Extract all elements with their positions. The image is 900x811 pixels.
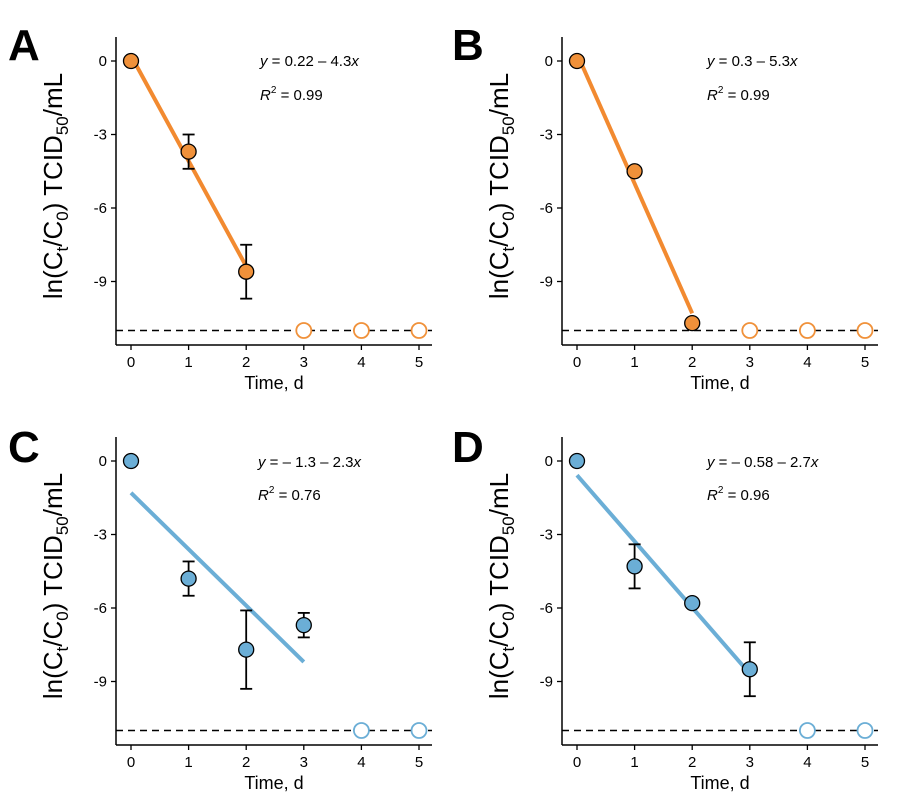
chart-a-x-tick-label: 4 <box>357 354 365 371</box>
chart-b-x-tick-label: 2 <box>688 354 696 371</box>
chart-c-x-tick-label: 2 <box>242 754 250 771</box>
chart-b-data-point <box>626 163 643 180</box>
chart-c-x-tick-label: 3 <box>300 754 308 771</box>
chart-c-data-point <box>238 641 255 658</box>
chart-b-panel-letter: B <box>452 21 484 70</box>
chart-d-data-point <box>741 661 758 678</box>
chart-b-below-limit-point <box>856 322 874 339</box>
chart-a-below-limit-point <box>410 322 428 339</box>
chart-d-x-tick-label: 2 <box>688 754 696 771</box>
chart-d-data-point <box>684 594 701 612</box>
chart-c-x-tick-label: 1 <box>184 754 192 771</box>
chart-c-data-point <box>122 452 140 470</box>
chart-c-x-tick-label: 4 <box>357 754 365 771</box>
chart-a-x-axis-title: Time, d <box>244 373 303 393</box>
chart-b-x-tick-label: 0 <box>573 354 581 371</box>
chart-d-below-limit-point <box>856 722 874 739</box>
chart-a-below-limit-point <box>352 322 370 339</box>
chart-b-below-limit-point <box>799 322 816 339</box>
chart-c-below-limit-point <box>410 722 428 739</box>
chart-b-equation: y = 0.3 – 5.3x <box>706 53 798 70</box>
panel-d: D 0 -3 -6 -9 0 1 2 3 4 5 Time, d ln(Ct/C0) TCID50/mL… <box>452 423 878 793</box>
chart-b-y-tick-label: -9 <box>540 274 553 291</box>
chart-c-y-tick-label: -9 <box>94 674 107 691</box>
chart-a-y-axis-title: ln(Ct/C0) TCID50/mL <box>38 73 72 299</box>
chart-d-panel-letter: D <box>452 423 484 472</box>
chart-d-y-tick-label: -9 <box>540 674 553 691</box>
chart-d-below-limit-point <box>799 722 816 739</box>
chart-a-panel-letter: A <box>8 21 40 70</box>
chart-a-x-tick-label: 3 <box>300 354 308 371</box>
chart-b-x-tick-label: 3 <box>746 354 754 371</box>
chart-a-r-squared: R2 = 0.99 <box>260 85 323 104</box>
chart-a-y-tick-label: 0 <box>99 53 107 70</box>
chart-c-below-limit-point <box>352 722 370 739</box>
panel-a: A 0 -3 -6 -9 0 1 2 3 4 5 Time, d ln(Ct/C0) TCID50/mL… <box>8 21 432 393</box>
chart-b-x-tick-label: 5 <box>861 354 869 371</box>
chart-b-below-limit-point <box>741 322 759 339</box>
chart-d-x-tick-label: 3 <box>746 754 754 771</box>
chart-a-data-point <box>180 143 197 160</box>
chart-c-x-axis-title: Time, d <box>244 773 303 793</box>
chart-b-y-tick-label: 0 <box>545 53 553 70</box>
chart-c-panel-letter: C <box>8 423 40 472</box>
chart-d-x-axis-title: Time, d <box>690 773 749 793</box>
chart-a-x-tick-label: 2 <box>242 354 250 371</box>
chart-c-r-squared: R2 = 0.76 <box>258 485 321 504</box>
chart-b-y-tick-label: -3 <box>540 127 553 144</box>
chart-c-x-tick-label: 5 <box>415 754 423 771</box>
chart-a-x-tick-label: 1 <box>184 354 192 371</box>
chart-c-fit-line <box>129 491 306 664</box>
chart-b-x-tick-label: 4 <box>803 354 811 371</box>
chart-a-y-tick-label: -3 <box>94 127 107 144</box>
chart-c-data-point <box>180 570 197 587</box>
chart-c-y-tick-label: -3 <box>94 527 107 544</box>
chart-b-data-point <box>684 314 701 332</box>
chart-c-equation: y = – 1.3 – 2.3x <box>257 454 362 471</box>
chart-d-y-axis-title: ln(Ct/C0) TCID50/mL <box>484 473 518 699</box>
chart-a-x-tick-label: 5 <box>415 354 423 371</box>
chart-d-x-tick-label: 1 <box>630 754 638 771</box>
chart-d-fit-line <box>575 473 752 675</box>
chart-d-x-tick-label: 5 <box>861 754 869 771</box>
chart-b-x-axis-title: Time, d <box>690 373 749 393</box>
chart-d-y-tick-label: 0 <box>545 453 553 470</box>
panel-c: C 0 -3 -6 -9 0 1 2 3 4 5 Time, d ln(Ct/C0) TCID50/mL… <box>8 423 432 793</box>
chart-c-data-point <box>295 617 312 634</box>
chart-b-r-squared: R2 = 0.99 <box>707 85 770 104</box>
chart-d-equation: y = – 0.58 – 2.7x <box>706 454 819 471</box>
chart-b-data-point <box>568 52 586 70</box>
chart-a-y-tick-label: -6 <box>94 200 107 217</box>
chart-d-x-tick-label: 0 <box>573 754 581 771</box>
chart-a-equation: y = 0.22 – 4.3x <box>259 53 359 70</box>
chart-a-below-limit-point <box>295 322 313 339</box>
chart-d-data-point <box>568 452 586 470</box>
chart-a-data-point <box>122 52 140 70</box>
chart-a-x-tick-label: 0 <box>127 354 135 371</box>
chart-c-y-tick-label: -6 <box>94 600 107 617</box>
chart-b-x-tick-label: 1 <box>630 354 638 371</box>
chart-b-fit-line <box>575 52 695 315</box>
chart-d-y-tick-label: -3 <box>540 527 553 544</box>
chart-c-y-tick-label: 0 <box>99 453 107 470</box>
chart-d-data-point <box>626 558 643 575</box>
chart-d-r-squared: R2 = 0.96 <box>707 485 770 504</box>
chart-a-data-point <box>238 263 255 280</box>
panel-b: B 0 -3 -6 -9 0 1 2 3 4 5 Time, d ln(Ct/C0) TCID50/mL… <box>452 21 878 393</box>
chart-d-y-tick-label: -6 <box>540 600 553 617</box>
chart-b-y-axis-title: ln(Ct/C0) TCID50/mL <box>484 73 518 299</box>
chart-d-x-tick-label: 4 <box>803 754 811 771</box>
chart-c-x-tick-label: 0 <box>127 754 135 771</box>
chart-b-y-tick-label: -6 <box>540 200 553 217</box>
chart-a-y-tick-label: -9 <box>94 274 107 291</box>
chart-c-y-axis-title: ln(Ct/C0) TCID50/mL <box>38 473 72 699</box>
